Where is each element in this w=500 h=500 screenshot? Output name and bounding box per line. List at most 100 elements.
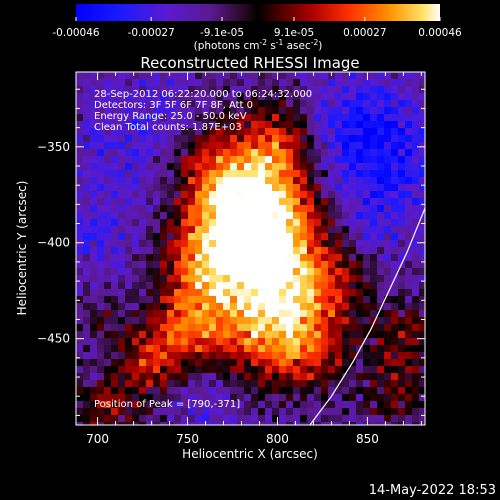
heatmap-cell — [286, 268, 294, 276]
heatmap-cell — [104, 212, 112, 220]
heatmap-cell — [328, 163, 336, 171]
heatmap-cell — [104, 282, 112, 290]
heatmap-cell — [167, 198, 175, 206]
heatmap-cell — [83, 240, 91, 248]
heatmap-cell — [160, 219, 168, 227]
heatmap-cell — [118, 191, 126, 199]
heatmap-cell — [118, 338, 126, 346]
heatmap-cell — [125, 289, 133, 297]
heatmap-cell — [258, 261, 266, 269]
heatmap-cell — [244, 79, 252, 87]
heatmap-cell — [398, 191, 406, 199]
heatmap-cell — [363, 366, 371, 374]
heatmap-cell — [363, 373, 371, 381]
heatmap-cell — [132, 156, 140, 164]
heatmap-cell — [370, 156, 378, 164]
heatmap-cell — [83, 170, 91, 178]
heatmap-cell — [251, 191, 259, 199]
heatmap-cell — [384, 93, 392, 101]
heatmap-cell — [314, 170, 322, 178]
heatmap-cell — [314, 310, 322, 318]
heatmap-cell — [356, 275, 364, 283]
heatmap-cell — [111, 289, 119, 297]
heatmap-cell — [90, 254, 98, 262]
heatmap-cell — [174, 352, 182, 360]
heatmap-cell — [265, 366, 273, 374]
heatmap-cell — [391, 184, 399, 192]
heatmap-cell — [139, 275, 147, 283]
heatmap-cell — [153, 387, 161, 395]
heatmap-cell — [216, 86, 224, 94]
heatmap-cell — [209, 422, 217, 425]
heatmap-cell — [279, 240, 287, 248]
heatmap-cell — [405, 72, 413, 80]
heatmap-cell — [391, 219, 399, 227]
heatmap-cell — [370, 359, 378, 367]
heatmap-cell — [293, 233, 301, 241]
heatmap-cell — [391, 128, 399, 136]
heatmap-cell — [216, 114, 224, 122]
heatmap-cell — [90, 366, 98, 374]
heatmap-cell — [363, 128, 371, 136]
heatmap-cell — [90, 233, 98, 241]
heatmap-cell — [104, 415, 112, 423]
heatmap-cell — [160, 93, 168, 101]
heatmap-cell — [272, 401, 280, 409]
heatmap-cell — [286, 380, 294, 388]
heatmap-cell — [76, 205, 84, 213]
heatmap-cell — [132, 184, 140, 192]
heatmap-cell — [370, 261, 378, 269]
heatmap-cell — [286, 100, 294, 108]
heatmap-cell — [181, 100, 189, 108]
heatmap-cell — [160, 415, 168, 423]
heatmap-cell — [251, 373, 259, 381]
heatmap-cell — [146, 317, 154, 325]
heatmap-cell — [321, 359, 329, 367]
heatmap-cell — [244, 177, 252, 185]
heatmap-cell — [272, 275, 280, 283]
heatmap-cell — [363, 219, 371, 227]
heatmap-cell — [328, 380, 336, 388]
heatmap-cell — [335, 86, 343, 94]
colorbar-ticks: -0.00046 -0.00027 -9.1e-05 9.1e-05 0.00027 0.… — [52, 17, 462, 39]
heatmap-cell — [237, 324, 245, 332]
heatmap-cell — [146, 422, 154, 425]
heatmap-cell — [258, 93, 266, 101]
heatmap-cell — [104, 177, 112, 185]
heatmap-cell — [230, 345, 238, 353]
heatmap-cell — [111, 114, 119, 122]
heatmap-cell — [195, 366, 203, 374]
heatmap-cell — [412, 184, 420, 192]
heatmap-cell — [118, 184, 126, 192]
heatmap-cell — [377, 394, 385, 402]
heatmap-cell — [181, 233, 189, 241]
heatmap-cell — [258, 324, 266, 332]
heatmap-cell — [83, 310, 91, 318]
heatmap-cell — [286, 331, 294, 339]
heatmap-cell — [314, 226, 322, 234]
heatmap-cell — [118, 198, 126, 206]
heatmap-cell — [258, 240, 266, 248]
heatmap-cell — [363, 135, 371, 143]
heatmap-cell — [244, 373, 252, 381]
heatmap-cell — [279, 408, 287, 416]
heatmap-cell — [356, 387, 364, 395]
heatmap-cell — [139, 331, 147, 339]
heatmap-cell — [111, 233, 119, 241]
heatmap-cell — [279, 107, 287, 115]
heatmap-cell — [293, 128, 301, 136]
heatmap-cell — [188, 121, 196, 129]
heatmap-cell — [300, 268, 308, 276]
heatmap-cell — [279, 128, 287, 136]
heatmap-cell — [370, 114, 378, 122]
heatmap-cell — [160, 268, 168, 276]
heatmap-cell — [223, 93, 231, 101]
heatmap-cell — [314, 282, 322, 290]
heatmap-cell — [405, 107, 413, 115]
heatmap-cell — [97, 170, 105, 178]
heatmap-cell — [216, 226, 224, 234]
heatmap-cell — [342, 394, 350, 402]
heatmap-cell — [314, 268, 322, 276]
heatmap-cell — [349, 226, 357, 234]
heatmap-cell — [328, 107, 336, 115]
